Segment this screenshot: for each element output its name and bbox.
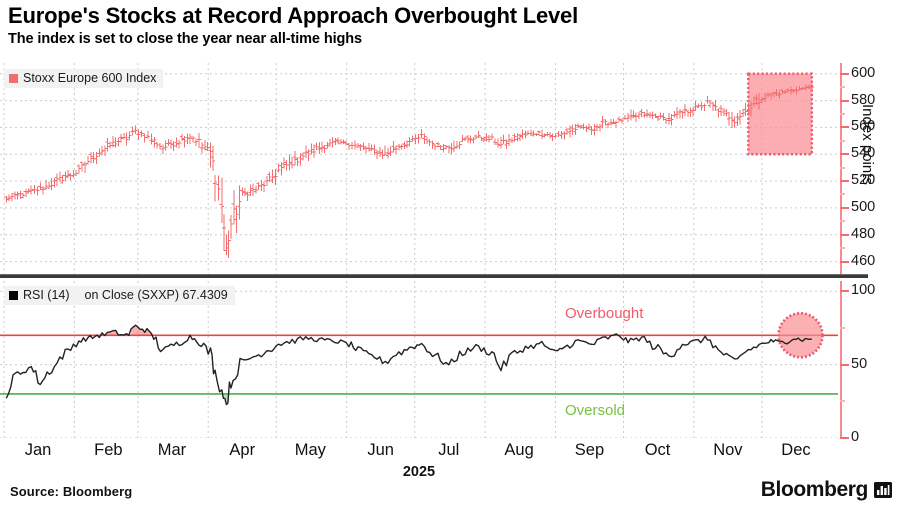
page-title: Europe's Stocks at Record Approach Overb… <box>8 3 579 28</box>
axis-tick-label: 480 <box>851 225 876 242</box>
x-axis-month-aug: Aug <box>504 441 534 459</box>
x-axis-year: 2025 <box>402 464 436 480</box>
x-axis-month-jun: Jun <box>367 441 394 459</box>
brand-text: Bloomberg <box>760 478 869 501</box>
x-axis-month-may: May <box>294 441 326 459</box>
rsi-plot-area <box>0 281 838 438</box>
oversold-annotation: Oversold <box>565 402 626 419</box>
axis-tick-label: 50 <box>851 355 868 372</box>
price-axis-title: Index points <box>859 104 876 185</box>
price-plot-area <box>0 63 838 275</box>
axis-minor-tick <box>840 112 845 115</box>
axis-tick-label: 560 <box>851 118 876 135</box>
panel-divider <box>0 274 868 278</box>
price-plot-svg <box>0 63 838 275</box>
bloomberg-brand: Bloomberg <box>761 479 892 500</box>
axis-tick-label: 100 <box>851 282 876 299</box>
axis-tick <box>840 206 849 209</box>
axis-tick-label: 500 <box>851 198 876 215</box>
axis-tick <box>840 126 849 129</box>
x-axis-month-dec: Dec <box>781 441 811 459</box>
axis-minor-tick <box>840 247 845 250</box>
red-square-icon <box>9 73 18 83</box>
price-axis-spine <box>840 63 842 275</box>
price-legend-label: Stoxx Europe 600 Index <box>23 71 157 85</box>
axis-tick <box>840 180 849 183</box>
axis-tick <box>840 99 849 102</box>
axis-tick <box>840 363 849 366</box>
rsi-legend-label-b: on Close (SXXP) 67.4309 <box>84 288 228 302</box>
price-y-axis: 460 480 500 520 540 560 580 600 <box>838 63 880 275</box>
axis-tick <box>840 260 849 263</box>
axis-minor-tick <box>840 220 845 223</box>
chart-header: Europe's Stocks at Record Approach Overb… <box>8 2 888 49</box>
axis-minor-tick <box>840 166 845 169</box>
axis-tick-label: 460 <box>851 252 876 269</box>
axis-tick-label: 520 <box>851 172 876 189</box>
axis-minor-tick <box>840 139 845 142</box>
x-axis-month-jul: Jul <box>438 441 460 459</box>
axis-minor-tick <box>840 193 845 196</box>
axis-tick <box>840 437 849 439</box>
axis-tick <box>840 153 849 156</box>
source-note: Source: Bloomberg <box>10 484 133 499</box>
price-legend: Stoxx Europe 600 Index <box>4 69 164 88</box>
axis-tick-label: 0 <box>851 429 860 445</box>
rsi-legend-label-a: RSI (14) <box>23 288 70 302</box>
rsi-chart-panel <box>0 281 838 438</box>
axis-minor-tick <box>840 326 845 329</box>
axis-tick <box>840 72 849 75</box>
x-axis-months: Jan Feb Mar Apr May Jun Jul Aug Sep Oct Nov Dec <box>0 441 838 465</box>
rsi-plot-svg <box>0 281 838 438</box>
price-chart-panel <box>0 63 838 275</box>
x-axis-month-feb: Feb <box>94 441 123 459</box>
rsi-legend: RSI (14) on Close (SXXP) 67.4309 <box>4 286 235 305</box>
x-axis-month-apr: Apr <box>229 441 256 459</box>
axis-minor-tick <box>840 400 845 403</box>
black-square-icon <box>9 290 18 300</box>
x-axis-month-nov: Nov <box>713 441 743 459</box>
x-axis-month-oct: Oct <box>644 441 671 459</box>
x-axis-month-mar: Mar <box>157 441 187 459</box>
x-axis-month-jan: Jan <box>24 441 52 459</box>
axis-tick-label: 540 <box>851 145 876 162</box>
axis-tick-label: 580 <box>851 91 876 108</box>
bloomberg-terminal-icon <box>874 481 892 499</box>
axis-minor-tick <box>840 86 845 89</box>
x-axis-month-sep: Sep <box>574 441 605 459</box>
rsi-y-axis: 0 50 100 <box>838 281 880 444</box>
page-subtitle: The index is set to close the year near … <box>8 31 362 47</box>
overbought-annotation: Overbought <box>565 305 644 322</box>
axis-tick <box>840 290 849 293</box>
axis-tick <box>840 233 849 236</box>
axis-tick-label: 600 <box>851 64 876 81</box>
rsi-axis-spine <box>840 281 842 438</box>
